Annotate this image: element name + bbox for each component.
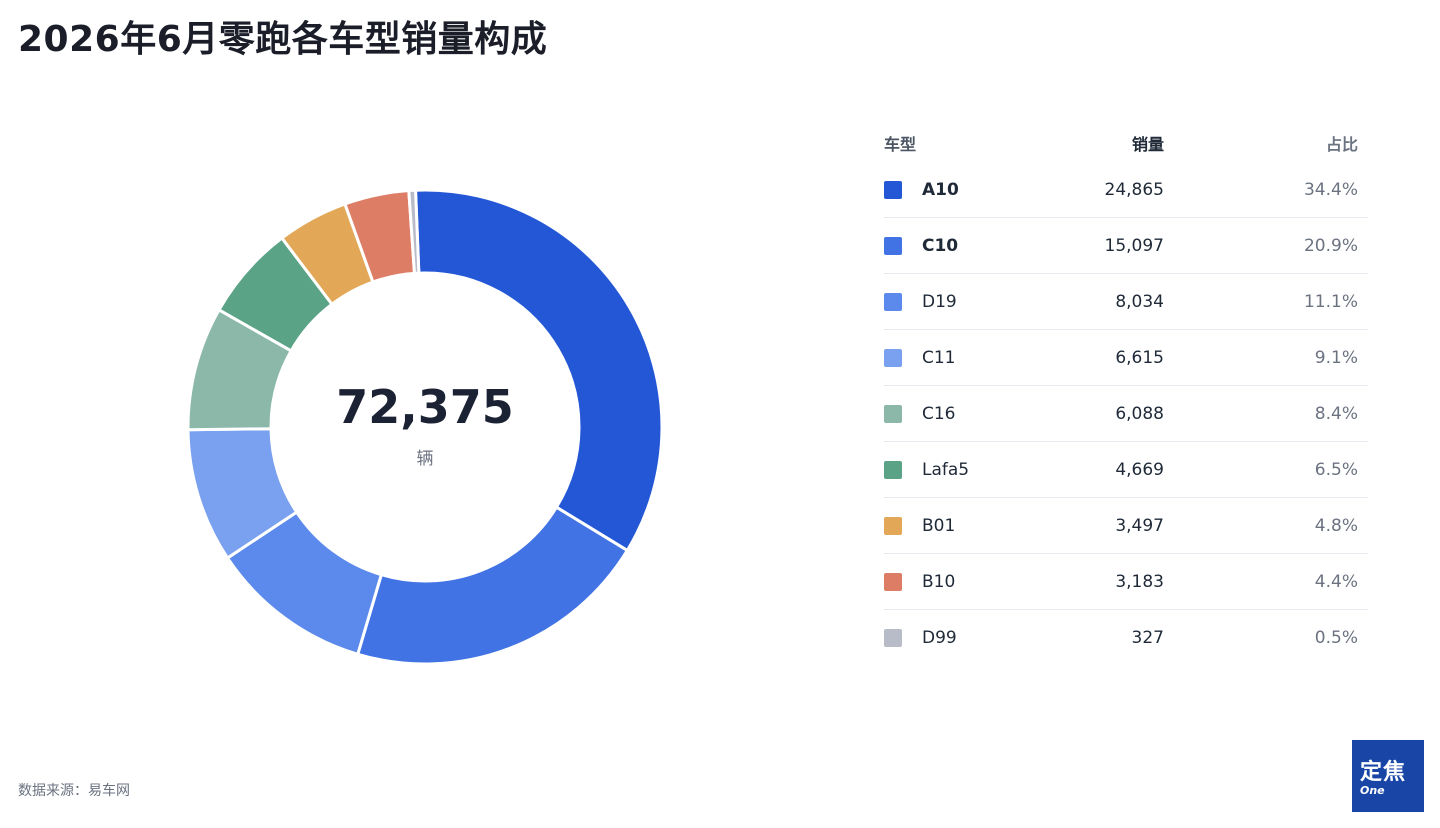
legend-header: 车型 销量 占比 bbox=[884, 124, 1368, 162]
header-model: 车型 bbox=[884, 135, 917, 154]
donut-chart: 72,375 辆 bbox=[180, 182, 670, 672]
legend-model-label: D99 bbox=[922, 627, 957, 648]
legend-model-label: Lafa5 bbox=[922, 459, 970, 480]
legend-swatch bbox=[884, 348, 902, 367]
total-unit: 辆 bbox=[416, 449, 434, 469]
legend-model-cell: B10 bbox=[884, 572, 1064, 592]
legend-swatch bbox=[884, 628, 902, 647]
legend-row: Lafa5 4,669 6.5% bbox=[884, 442, 1368, 498]
legend-model-label: B10 bbox=[922, 571, 956, 592]
legend-row: D99 327 0.5% bbox=[884, 610, 1368, 665]
legend-row: C11 6,615 9.1% bbox=[884, 330, 1368, 386]
legend-model-cell: A10 bbox=[884, 180, 1064, 200]
legend-swatch bbox=[884, 180, 902, 199]
legend-swatch bbox=[884, 572, 902, 591]
donut-slice-c10 bbox=[355, 505, 630, 666]
legend-table: 车型 销量 占比 A10 24,865 34.4% C10 15,097 20.9% D19… bbox=[884, 124, 1368, 665]
legend-row: B01 3,497 4.8% bbox=[884, 498, 1368, 554]
logo-sub-text: One bbox=[1360, 784, 1385, 797]
legend-swatch bbox=[884, 404, 902, 423]
legend-model-cell: C10 bbox=[884, 236, 1064, 256]
legend-swatch bbox=[884, 516, 902, 535]
legend-model-cell: B01 bbox=[884, 516, 1064, 536]
donut-slice-a10 bbox=[413, 188, 664, 553]
legend-volume: 8,034 bbox=[1115, 291, 1164, 312]
chart-title: 2026年6月零跑各车型销量构成 bbox=[18, 19, 548, 60]
legend-model-cell: D99 bbox=[884, 628, 1064, 648]
legend-share: 4.4% bbox=[1314, 571, 1358, 592]
legend-row: D19 8,034 11.1% bbox=[884, 274, 1368, 330]
legend-share: 34.4% bbox=[1303, 179, 1358, 200]
legend-swatch bbox=[884, 460, 902, 479]
legend-row: C16 6,088 8.4% bbox=[884, 386, 1368, 442]
legend-model-label: B01 bbox=[922, 515, 956, 536]
legend-row: C10 15,097 20.9% bbox=[884, 218, 1368, 274]
header-volume: 销量 bbox=[1131, 135, 1164, 154]
legend-model-cell: C16 bbox=[884, 404, 1064, 424]
total-value: 72,375 bbox=[336, 380, 514, 434]
legend-rows: A10 24,865 34.4% C10 15,097 20.9% D19 8,034 11.1… bbox=[884, 162, 1368, 665]
legend-share: 9.1% bbox=[1314, 347, 1358, 368]
legend-model-cell: C11 bbox=[884, 348, 1064, 368]
legend-row: B10 3,183 4.4% bbox=[884, 554, 1368, 610]
legend-swatch bbox=[884, 236, 902, 255]
legend-model-cell: D19 bbox=[884, 292, 1064, 312]
data-source: 数据来源：易车网 bbox=[18, 783, 130, 799]
donut-svg bbox=[186, 188, 664, 666]
legend-model-label: D19 bbox=[922, 291, 957, 312]
legend-share: 0.5% bbox=[1314, 627, 1358, 648]
legend-volume: 327 bbox=[1131, 627, 1164, 648]
legend-model-label: C11 bbox=[922, 347, 956, 368]
legend-share: 4.8% bbox=[1314, 515, 1358, 536]
logo-main-text: 定焦 bbox=[1360, 760, 1407, 785]
legend-share: 6.5% bbox=[1314, 459, 1358, 480]
legend-volume: 6,088 bbox=[1115, 403, 1164, 424]
legend-model-label: C10 bbox=[922, 235, 959, 256]
legend-volume: 3,183 bbox=[1115, 571, 1164, 592]
legend-model-cell: Lafa5 bbox=[884, 460, 1064, 480]
legend-volume: 4,669 bbox=[1115, 459, 1164, 480]
header-share: 占比 bbox=[1325, 135, 1358, 154]
legend-share: 20.9% bbox=[1303, 235, 1358, 256]
legend-share: 11.1% bbox=[1303, 291, 1358, 312]
donut-slice-d99 bbox=[407, 188, 421, 275]
legend-volume: 3,497 bbox=[1115, 515, 1164, 536]
legend-model-label: C16 bbox=[922, 403, 956, 424]
legend-swatch bbox=[884, 292, 902, 311]
legend-share: 8.4% bbox=[1314, 403, 1358, 424]
legend-model-label: A10 bbox=[922, 179, 959, 200]
legend-row: A10 24,865 34.4% bbox=[884, 162, 1368, 218]
legend-volume: 24,865 bbox=[1104, 179, 1164, 200]
brand-logo: 定焦 One bbox=[1352, 740, 1424, 812]
legend-volume: 6,615 bbox=[1115, 347, 1164, 368]
legend-volume: 15,097 bbox=[1104, 235, 1164, 256]
